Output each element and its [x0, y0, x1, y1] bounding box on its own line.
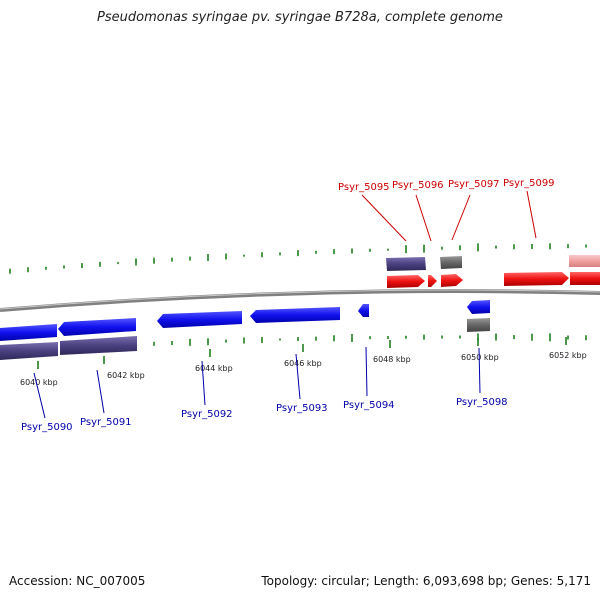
gene-label-psyr-5097[interactable]: Psyr_5097	[448, 179, 500, 190]
cds-track-psyr-5098[interactable]	[467, 318, 490, 332]
gene-arrow-psyr-5090[interactable]	[0, 324, 57, 341]
gene-label-psyr-5099[interactable]: Psyr_5099	[503, 178, 555, 189]
accession-text: Accession: NC_007005	[9, 574, 146, 588]
scale-ticks	[37, 337, 567, 369]
scale-label-6052: 6052 kbp	[549, 351, 587, 360]
scale-label-6046: 6046 kbp	[284, 359, 322, 368]
gc-skew-track-upper	[9, 243, 587, 274]
gene-label-psyr-5093[interactable]: Psyr_5093	[276, 403, 328, 414]
scale-label-6048: 6048 kbp	[373, 355, 411, 364]
genome-backbone-highlight	[0, 289, 600, 310]
gene-label-psyr-5091[interactable]: Psyr_5091	[80, 417, 132, 428]
cds-track-psyr-5091[interactable]	[60, 336, 137, 355]
genome-summary-text: Topology: circular; Length: 6,093,698 bp…	[261, 574, 591, 588]
gene-label-psyr-5094[interactable]: Psyr_5094	[343, 400, 395, 411]
cds-track-psyr-5097[interactable]	[440, 256, 462, 269]
gene-label-psyr-5098[interactable]: Psyr_5098	[456, 397, 508, 408]
cds-track-psyr-5090[interactable]	[0, 342, 58, 360]
gene-label-psyr-5096[interactable]: Psyr_5096	[392, 180, 444, 191]
genome-backbone	[0, 289, 600, 312]
scale-label-6042: 6042 kbp	[107, 371, 145, 380]
gene-arrow-next[interactable]	[570, 272, 600, 285]
scale-label-6040: 6040 kbp	[20, 378, 58, 387]
gene-arrow-psyr-5097[interactable]	[441, 274, 463, 287]
cds-track-psyr-5095[interactable]	[386, 257, 426, 271]
gene-label-psyr-5095[interactable]: Psyr_5095	[338, 182, 390, 193]
gene-arrow-psyr-5098[interactable]	[467, 300, 490, 314]
genome-title: Pseudomonas syringae pv. syringae B728a,…	[97, 10, 503, 25]
gene-label-psyr-5092[interactable]: Psyr_5092	[181, 409, 233, 420]
scale-label-6050: 6050 kbp	[461, 353, 499, 362]
scale-label-6044: 6044 kbp	[195, 364, 233, 373]
gene-arrow-psyr-5099[interactable]	[504, 272, 569, 286]
cds-track-faded[interactable]	[569, 255, 600, 267]
reverse-callout-lines	[33, 346, 481, 419]
forward-callout-lines	[361, 190, 537, 242]
gene-arrow-psyr-5091[interactable]	[58, 318, 136, 336]
gene-arrow-psyr-5093[interactable]	[250, 307, 340, 323]
gene-arrow-psyr-5092[interactable]	[157, 311, 242, 328]
gene-arrow-psyr-5096[interactable]	[428, 275, 437, 287]
gene-arrow-psyr-5094[interactable]	[358, 304, 369, 317]
gene-arrow-psyr-5095[interactable]	[387, 275, 425, 288]
gene-label-psyr-5090[interactable]: Psyr_5090	[21, 422, 73, 433]
